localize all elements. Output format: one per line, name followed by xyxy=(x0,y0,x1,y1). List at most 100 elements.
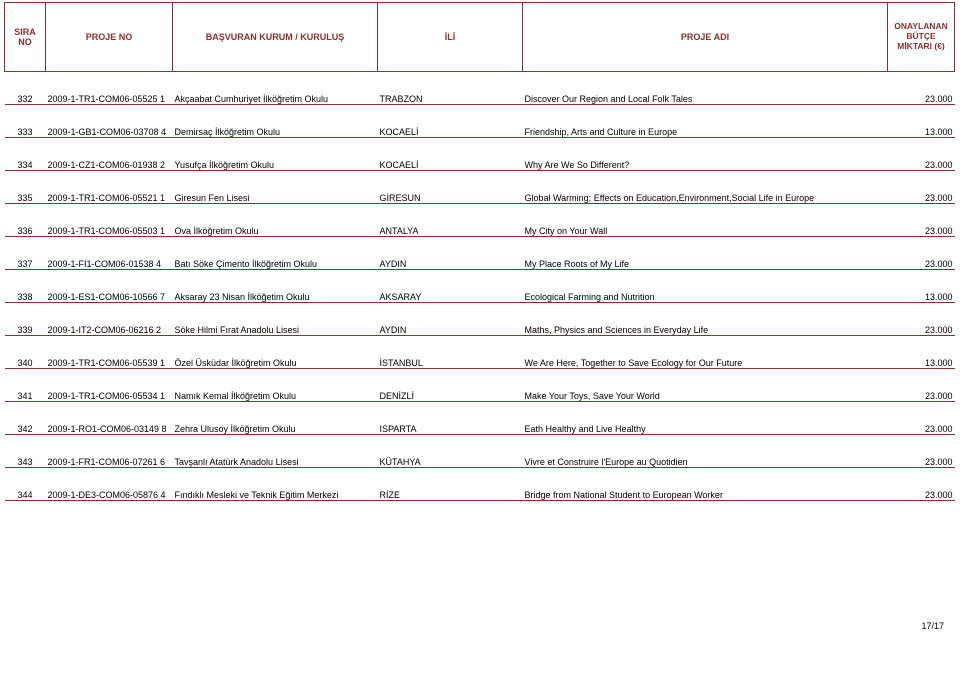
table-row: 3442009-1-DE3-COM06-05876 4Fındıklı Mesl… xyxy=(5,468,955,501)
cell-proje: 2009-1-FI1-COM06-01538 4 xyxy=(46,237,173,270)
cell-butce: 23.000 xyxy=(888,237,955,270)
cell-sira: 340 xyxy=(5,336,46,369)
cell-proje: 2009-1-ES1-COM06-10566 7 xyxy=(46,270,173,303)
cell-ili: KOCAELİ xyxy=(378,138,523,171)
cell-butce: 23.000 xyxy=(888,72,955,105)
projects-table: SIRA NO PROJE NO BAŞVURAN KURUM / KURULU… xyxy=(4,2,955,501)
cell-butce: 23.000 xyxy=(888,138,955,171)
col-butce-header: ONAYLANAN BÜTÇE MİKTARI (€) xyxy=(888,3,955,72)
cell-butce: 23.000 xyxy=(888,369,955,402)
cell-proje: 2009-1-TR1-COM06-05521 1 xyxy=(46,171,173,204)
table-row: 3342009-1-CZ1-COM06-01938 2Yusufça İlköğ… xyxy=(5,138,955,171)
cell-proje: 2009-1-TR1-COM06-05503 1 xyxy=(46,204,173,237)
cell-kurum: Fındıklı Mesleki ve Teknik Eğitim Merkez… xyxy=(173,468,378,501)
cell-adi: Friendship, Arts and Culture in Europe xyxy=(523,105,888,138)
cell-kurum: Özel Üsküdar İlköğretim Okulu xyxy=(173,336,378,369)
cell-ili: AKSARAY xyxy=(378,270,523,303)
cell-ili: GİRESUN xyxy=(378,171,523,204)
cell-ili: KÜTAHYA xyxy=(378,435,523,468)
cell-ili: RİZE xyxy=(378,468,523,501)
cell-adi: Ecological Farming and Nutrition xyxy=(523,270,888,303)
table-row: 3372009-1-FI1-COM06-01538 4Batı Söke Çim… xyxy=(5,237,955,270)
cell-sira: 335 xyxy=(5,171,46,204)
cell-sira: 341 xyxy=(5,369,46,402)
cell-kurum: Akçaabat Cumhuriyet İlköğretim Okulu xyxy=(173,72,378,105)
cell-butce: 13.000 xyxy=(888,336,955,369)
table-row: 3422009-1-RO1-COM06-03149 8Zehra Ulusoy … xyxy=(5,402,955,435)
cell-sira: 336 xyxy=(5,204,46,237)
table-body: 3322009-1-TR1-COM06-05525 1Akçaabat Cumh… xyxy=(5,72,955,501)
col-ili-header: İLİ xyxy=(378,3,523,72)
table-row: 3352009-1-TR1-COM06-05521 1Giresun Fen L… xyxy=(5,171,955,204)
cell-kurum: Namık Kemal İlköğretim Okulu xyxy=(173,369,378,402)
cell-butce: 23.000 xyxy=(888,435,955,468)
cell-proje: 2009-1-CZ1-COM06-01938 2 xyxy=(46,138,173,171)
cell-ili: TRABZON xyxy=(378,72,523,105)
table-row: 3332009-1-GB1-COM06-03708 4Demirsaç İlkö… xyxy=(5,105,955,138)
cell-kurum: Giresun Fen Lisesi xyxy=(173,171,378,204)
cell-sira: 338 xyxy=(5,270,46,303)
cell-ili: ANTALYA xyxy=(378,204,523,237)
cell-sira: 343 xyxy=(5,435,46,468)
cell-proje: 2009-1-RO1-COM06-03149 8 xyxy=(46,402,173,435)
cell-sira: 332 xyxy=(5,72,46,105)
table-row: 3432009-1-FR1-COM06-07261 6Tavşanlı Atat… xyxy=(5,435,955,468)
cell-sira: 342 xyxy=(5,402,46,435)
cell-adi: Eath Healthy and Live Healthy xyxy=(523,402,888,435)
cell-adi: Make Your Toys, Save Your World xyxy=(523,369,888,402)
col-kurum-header: BAŞVURAN KURUM / KURULUŞ xyxy=(173,3,378,72)
col-sira-header: SIRA NO xyxy=(5,3,46,72)
cell-ili: AYDIN xyxy=(378,303,523,336)
header-row: SIRA NO PROJE NO BAŞVURAN KURUM / KURULU… xyxy=(5,3,955,72)
cell-butce: 23.000 xyxy=(888,204,955,237)
table-row: 3382009-1-ES1-COM06-10566 7Aksaray 23 Ni… xyxy=(5,270,955,303)
col-proje-header: PROJE NO xyxy=(46,3,173,72)
table-row: 3412009-1-TR1-COM06-05534 1Namık Kemal İ… xyxy=(5,369,955,402)
table-row: 3402009-1-TR1-COM06-05539 1Özel Üsküdar … xyxy=(5,336,955,369)
table-row: 3392009-1-IT2-COM06-06216 2Söke Hilmi Fı… xyxy=(5,303,955,336)
cell-sira: 333 xyxy=(5,105,46,138)
cell-kurum: Söke Hilmi Fırat Anadolu Lisesi xyxy=(173,303,378,336)
cell-kurum: Ova İlköğretim Okulu xyxy=(173,204,378,237)
cell-proje: 2009-1-TR1-COM06-05534 1 xyxy=(46,369,173,402)
cell-adi: My Place Roots of My Life xyxy=(523,237,888,270)
cell-adi: We Are Here, Together to Save Ecology fo… xyxy=(523,336,888,369)
cell-sira: 344 xyxy=(5,468,46,501)
cell-butce: 13.000 xyxy=(888,105,955,138)
cell-ili: İSTANBUL xyxy=(378,336,523,369)
cell-butce: 23.000 xyxy=(888,303,955,336)
cell-proje: 2009-1-FR1-COM06-07261 6 xyxy=(46,435,173,468)
cell-kurum: Aksaray 23 Nisan İlköğetim Okulu xyxy=(173,270,378,303)
cell-adi: Global Warming; Effects on Education,Env… xyxy=(523,171,888,204)
cell-adi: Discover Our Region and Local Folk Tales xyxy=(523,72,888,105)
cell-ili: KOCAELİ xyxy=(378,105,523,138)
cell-adi: My City on Your Wall xyxy=(523,204,888,237)
table-row: 3362009-1-TR1-COM06-05503 1Ova İlköğreti… xyxy=(5,204,955,237)
cell-proje: 2009-1-TR1-COM06-05525 1 xyxy=(46,72,173,105)
cell-butce: 13.000 xyxy=(888,270,955,303)
page-footer: 17/17 xyxy=(4,621,944,631)
cell-butce: 23.000 xyxy=(888,171,955,204)
cell-proje: 2009-1-GB1-COM06-03708 4 xyxy=(46,105,173,138)
cell-proje: 2009-1-TR1-COM06-05539 1 xyxy=(46,336,173,369)
cell-kurum: Zehra Ulusoy İlköğretim Okulu xyxy=(173,402,378,435)
cell-butce: 23.000 xyxy=(888,468,955,501)
cell-kurum: Batı Söke Çimento İlköğretim Okulu xyxy=(173,237,378,270)
cell-ili: ISPARTA xyxy=(378,402,523,435)
cell-sira: 337 xyxy=(5,237,46,270)
cell-proje: 2009-1-IT2-COM06-06216 2 xyxy=(46,303,173,336)
cell-proje: 2009-1-DE3-COM06-05876 4 xyxy=(46,468,173,501)
cell-kurum: Tavşanlı Atatürk Anadolu Lisesi xyxy=(173,435,378,468)
cell-sira: 339 xyxy=(5,303,46,336)
cell-adi: Bridge from National Student to European… xyxy=(523,468,888,501)
cell-adi: Vivre et Construire l'Europe au Quotidie… xyxy=(523,435,888,468)
cell-ili: DENİZLİ xyxy=(378,369,523,402)
cell-ili: AYDIN xyxy=(378,237,523,270)
col-adi-header: PROJE ADI xyxy=(523,3,888,72)
cell-adi: Why Are We So Different? xyxy=(523,138,888,171)
cell-kurum: Yusufça İlköğretim Okulu xyxy=(173,138,378,171)
table-row: 3322009-1-TR1-COM06-05525 1Akçaabat Cumh… xyxy=(5,72,955,105)
cell-butce: 23.000 xyxy=(888,402,955,435)
cell-sira: 334 xyxy=(5,138,46,171)
cell-kurum: Demirsaç İlköğretim Okulu xyxy=(173,105,378,138)
